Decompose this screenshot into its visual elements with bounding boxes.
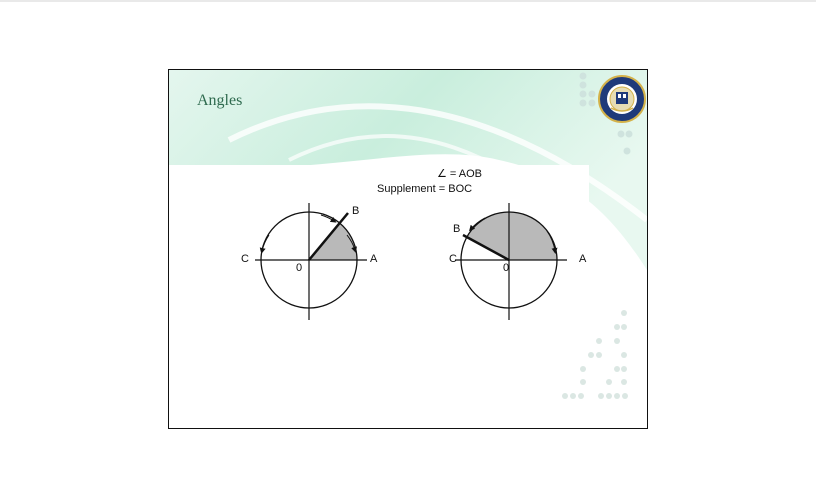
- angle-diagrams: [255, 203, 567, 320]
- arrow-to-a: [546, 230, 558, 254]
- top-border: [0, 0, 816, 2]
- arrow-to-c: [259, 234, 270, 254]
- label-a-right: A: [579, 253, 587, 265]
- decorative-dots-top: [579, 72, 633, 155]
- angle-aob-shading: [467, 212, 557, 260]
- slide: Angles ∠ = AOB Supplement = BOC: [168, 69, 648, 429]
- ray-ob: [308, 212, 349, 261]
- arrow-to-b: [320, 214, 337, 223]
- label-origin-right: 0: [503, 262, 510, 274]
- college-seal-icon: [598, 75, 646, 123]
- supplement-label: Supplement = BOC: [377, 183, 473, 195]
- slide-background: [169, 70, 647, 399]
- ray-ob: [462, 233, 510, 262]
- white-swoosh-line: [288, 134, 647, 302]
- label-b-left: B: [352, 205, 360, 217]
- decorative-dots-bottom: [562, 310, 628, 399]
- label-a-left: A: [370, 253, 378, 265]
- angle-figure: ∠ = AOB Supplement = BOC: [209, 165, 589, 325]
- angle-label: ∠ = AOB: [437, 168, 483, 180]
- left-diagram: [255, 203, 367, 320]
- arrow-to-a: [346, 234, 357, 253]
- slide-title: Angles: [197, 92, 243, 109]
- right-diagram: [455, 203, 567, 320]
- label-origin-left: 0: [296, 262, 303, 274]
- arrow-to-b: [469, 217, 486, 232]
- label-b-right: B: [453, 223, 461, 235]
- angle-aob-shading: [309, 223, 358, 260]
- label-c-left: C: [241, 253, 249, 265]
- label-c-right: C: [449, 253, 457, 265]
